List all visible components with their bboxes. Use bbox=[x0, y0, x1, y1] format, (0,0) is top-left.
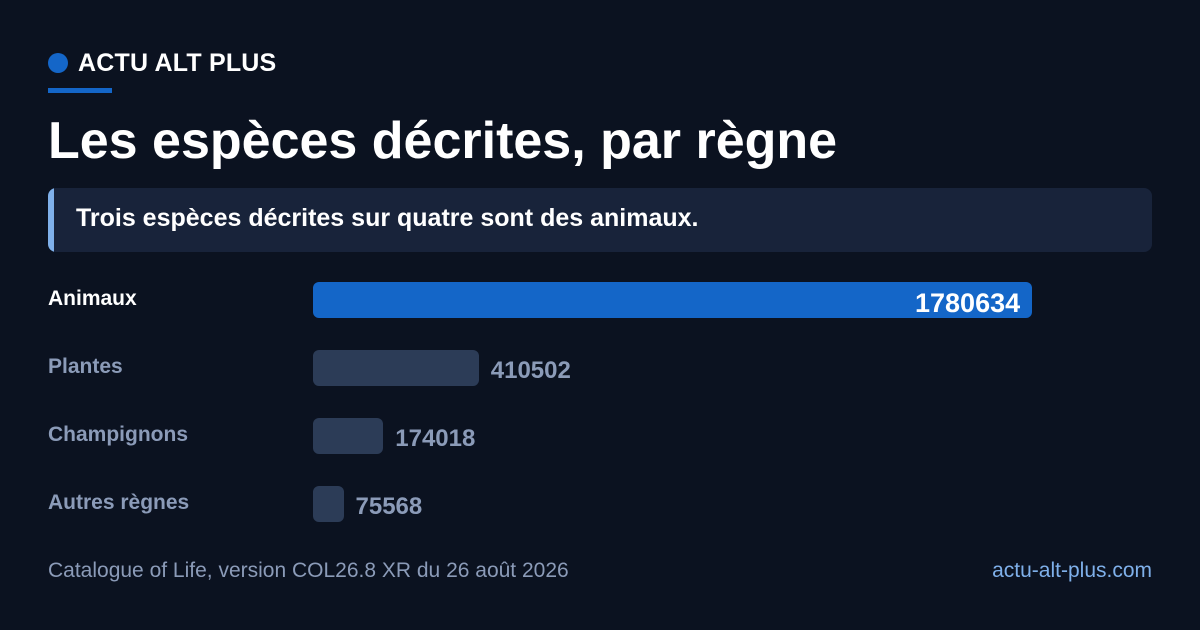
category-label: Plantes bbox=[48, 355, 123, 378]
category-label: Autres règnes bbox=[48, 491, 190, 514]
brand-dot-icon bbox=[48, 53, 68, 73]
callout-accent-bar bbox=[48, 188, 54, 252]
page-title: Les espèces décrites, par règne bbox=[48, 112, 838, 170]
bar bbox=[313, 350, 479, 386]
site-link[interactable]: actu-alt-plus.com bbox=[992, 559, 1152, 582]
bar bbox=[313, 418, 384, 454]
category-label: Champignons bbox=[48, 423, 188, 446]
value-label: 75568 bbox=[355, 493, 423, 520]
value-label: 174018 bbox=[395, 425, 476, 452]
brand: ACTU ALT PLUS bbox=[48, 48, 276, 78]
source-note: Catalogue of Life, version COL26.8 XR du… bbox=[48, 559, 569, 582]
bar bbox=[313, 486, 344, 522]
value-label: 1780634 bbox=[915, 288, 1021, 318]
callout-text: Trois espèces décrites sur quatre sont d… bbox=[76, 204, 699, 232]
category-label: Animaux bbox=[48, 287, 137, 310]
bar bbox=[313, 282, 1032, 318]
summary-callout: Trois espèces décrites sur quatre sont d… bbox=[48, 188, 1152, 252]
brand-name: ACTU ALT PLUS bbox=[78, 48, 277, 77]
brand-underline bbox=[48, 88, 112, 93]
value-label: 410502 bbox=[490, 357, 571, 384]
